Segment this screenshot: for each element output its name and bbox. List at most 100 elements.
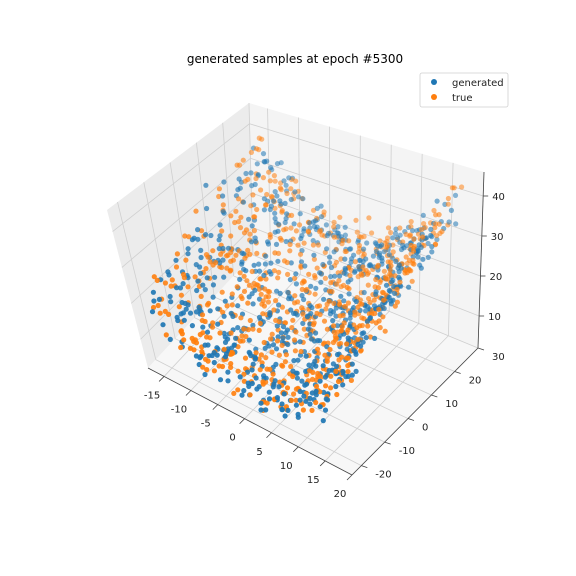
generated-point bbox=[180, 281, 186, 287]
x-tick-label: 20 bbox=[334, 489, 347, 500]
true-point bbox=[228, 233, 234, 239]
true-point bbox=[241, 273, 247, 279]
true-point bbox=[345, 369, 351, 375]
generated-point bbox=[237, 276, 243, 282]
y-tick-mark bbox=[361, 465, 368, 468]
generated-point bbox=[308, 310, 314, 317]
generated-point bbox=[217, 377, 224, 383]
generated-point bbox=[428, 232, 434, 239]
generated-point bbox=[263, 407, 269, 413]
z-tick-label: 20 bbox=[490, 272, 503, 283]
generated-point bbox=[302, 382, 308, 388]
generated-point bbox=[276, 221, 282, 227]
true-point bbox=[375, 262, 381, 268]
true-point bbox=[283, 352, 289, 358]
generated-point bbox=[317, 404, 323, 410]
generated-point bbox=[263, 253, 269, 259]
true-point bbox=[392, 303, 398, 309]
true-point bbox=[238, 214, 244, 220]
grid-line-y-left bbox=[196, 142, 215, 297]
true-point bbox=[355, 336, 361, 342]
true-point bbox=[202, 318, 208, 325]
true-point bbox=[377, 325, 383, 331]
generated-point bbox=[389, 279, 395, 285]
true-point bbox=[228, 258, 234, 264]
generated-point bbox=[429, 249, 435, 255]
true-point bbox=[169, 277, 175, 283]
true-point bbox=[331, 224, 337, 230]
true-point bbox=[459, 184, 465, 190]
generated-point bbox=[334, 323, 341, 329]
generated-point bbox=[217, 222, 223, 228]
true-point bbox=[274, 338, 281, 344]
true-point bbox=[203, 266, 209, 272]
grid-line-z-left bbox=[112, 123, 250, 232]
generated-point bbox=[406, 284, 412, 290]
generated-point bbox=[160, 322, 166, 328]
generated-point bbox=[320, 261, 326, 268]
true-point bbox=[150, 304, 157, 311]
generated-point bbox=[262, 261, 268, 267]
true-point bbox=[182, 233, 188, 239]
generated-point bbox=[308, 336, 314, 342]
true-point bbox=[381, 297, 387, 303]
generated-point bbox=[168, 299, 174, 305]
generated-point bbox=[308, 283, 314, 289]
true-point bbox=[260, 298, 266, 304]
generated-point bbox=[235, 303, 241, 309]
true-point bbox=[244, 278, 250, 284]
true-point bbox=[331, 329, 337, 335]
true-point bbox=[173, 264, 180, 270]
generated-point bbox=[222, 298, 228, 304]
true-point bbox=[358, 271, 364, 277]
generated-point bbox=[231, 342, 237, 348]
x-tick-mark bbox=[319, 460, 326, 467]
true-point bbox=[345, 327, 351, 333]
generated-point bbox=[251, 262, 257, 268]
grid-line-z-back bbox=[251, 192, 481, 277]
generated-point bbox=[274, 193, 280, 199]
true-point bbox=[403, 254, 409, 260]
generated-point bbox=[221, 313, 227, 319]
generated-point bbox=[216, 246, 222, 252]
true-point bbox=[358, 234, 364, 240]
generated-point bbox=[288, 260, 294, 266]
true-point bbox=[228, 267, 234, 273]
true-point bbox=[276, 352, 282, 358]
generated-point bbox=[301, 296, 307, 303]
generated-point bbox=[379, 242, 385, 248]
generated-point bbox=[386, 287, 392, 294]
true-point bbox=[186, 234, 192, 240]
generated-point bbox=[194, 287, 200, 294]
generated-point bbox=[333, 313, 339, 319]
true-point bbox=[206, 300, 212, 306]
true-point bbox=[382, 328, 388, 334]
true-point bbox=[360, 264, 366, 270]
legend: generated true bbox=[419, 72, 509, 108]
generated-point bbox=[295, 194, 302, 200]
true-point bbox=[207, 259, 213, 265]
generated-point bbox=[341, 298, 347, 304]
true-point bbox=[432, 225, 438, 231]
generated-point bbox=[318, 203, 324, 209]
true-point bbox=[209, 324, 216, 330]
generated-point bbox=[364, 240, 370, 246]
left-pane bbox=[107, 103, 253, 368]
generated-point bbox=[258, 407, 264, 413]
true-point bbox=[180, 271, 187, 278]
true-point bbox=[345, 300, 351, 306]
generated-point bbox=[187, 310, 194, 316]
generated-point bbox=[321, 389, 327, 395]
generated-point bbox=[267, 269, 273, 275]
true-point bbox=[185, 284, 191, 290]
true-point bbox=[157, 310, 163, 316]
generated-point bbox=[156, 296, 162, 302]
true-point bbox=[181, 337, 187, 343]
true-point bbox=[334, 281, 340, 287]
generated-point bbox=[202, 287, 208, 293]
generated-point bbox=[276, 302, 282, 308]
true-point bbox=[298, 263, 304, 269]
true-point bbox=[301, 326, 307, 332]
generated-point bbox=[313, 363, 319, 369]
true-point bbox=[352, 259, 358, 265]
